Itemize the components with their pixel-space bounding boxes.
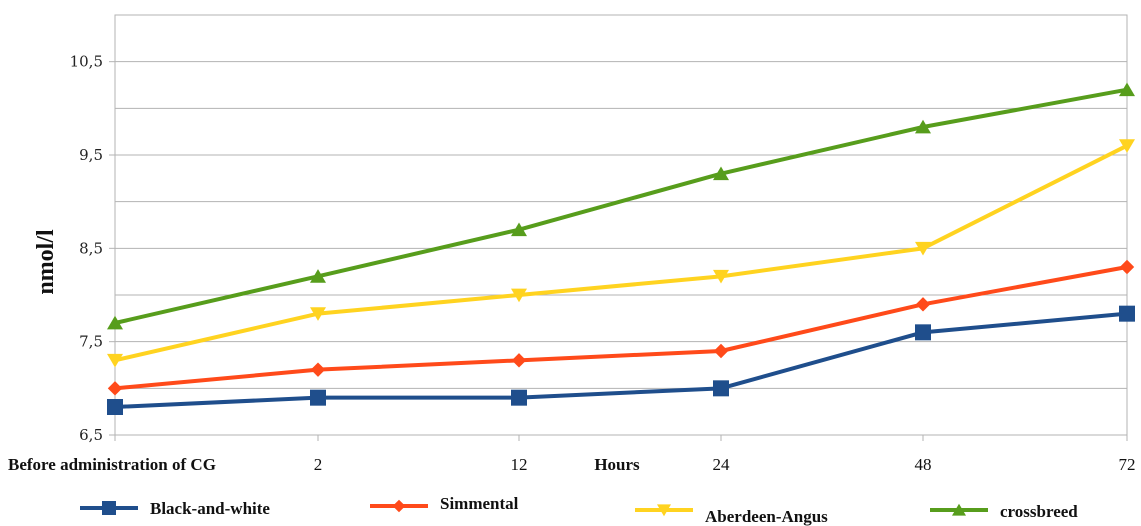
y-tick-label: 7,5 [79, 333, 103, 351]
x-tick-label: 72 [1119, 455, 1136, 474]
y-axis-label: nmol/l [33, 229, 59, 295]
data-point [107, 381, 123, 396]
series-black-and-white [107, 305, 1135, 415]
x-tick-label: 12 [511, 455, 528, 474]
data-point [1119, 305, 1135, 322]
data-point [713, 269, 729, 284]
x-tick-label: 48 [915, 455, 932, 474]
plot-frame [114, 14, 1128, 436]
x-tick-label: 2 [314, 455, 323, 474]
series-line [114, 143, 1128, 363]
data-point [1119, 259, 1135, 275]
data-point [713, 166, 729, 181]
legend-item: Black-and-white [80, 499, 270, 518]
series-group [107, 82, 1135, 415]
data-point [713, 380, 729, 397]
y-axis-ticks: 6,5 7,5 8,5 9,5 10,5 [70, 53, 115, 444]
data-point [915, 241, 931, 256]
legend-item: Simmental [370, 494, 519, 513]
data-point [392, 499, 406, 513]
data-point [310, 362, 326, 377]
legend-label: Aberdeen-Angus [705, 507, 828, 526]
data-point [310, 307, 326, 321]
data-point [915, 119, 931, 134]
x-axis-ticks: Before administration of CG 2 12 24 48 72 [8, 435, 1136, 474]
data-point [915, 324, 931, 341]
x-tick-label: 24 [713, 455, 731, 474]
series-line [114, 311, 1128, 409]
data-point [511, 353, 527, 368]
x-tick-label: Before administration of CG [8, 455, 216, 474]
data-point [511, 389, 527, 406]
grid-lines [114, 14, 1128, 436]
legend-label: Simmental [440, 494, 519, 513]
legend-label: crossbreed [1000, 502, 1078, 521]
data-point [310, 389, 326, 406]
data-point [1119, 82, 1135, 97]
data-point [713, 343, 729, 359]
data-point [107, 353, 123, 368]
legend-label: Black-and-white [150, 499, 270, 518]
y-tick-label: 9,5 [79, 146, 103, 164]
series-line [114, 87, 1128, 325]
legend: Black-and-white Simmental Aberdeen-Angus cr… [80, 494, 1078, 526]
data-point [107, 399, 123, 415]
legend-item: Aberdeen-Angus [635, 504, 828, 526]
series-line [114, 265, 1128, 391]
legend-item: crossbreed [930, 502, 1078, 521]
y-tick-label: 6,5 [79, 426, 103, 444]
data-point [511, 288, 527, 303]
series-aberdeen-angus [107, 139, 1135, 368]
y-tick-label: 8,5 [79, 239, 103, 257]
series-crossbreed [107, 82, 1135, 330]
data-point [1119, 139, 1135, 153]
data-point [915, 297, 931, 312]
data-point [657, 504, 671, 517]
data-point [952, 503, 966, 516]
series-simmental [107, 259, 1135, 396]
y-tick-label: 10,5 [70, 53, 103, 71]
data-point [102, 501, 116, 515]
data-point [310, 269, 326, 283]
x-axis-label: Hours [594, 455, 640, 474]
data-point [107, 315, 123, 330]
data-point [511, 222, 527, 237]
